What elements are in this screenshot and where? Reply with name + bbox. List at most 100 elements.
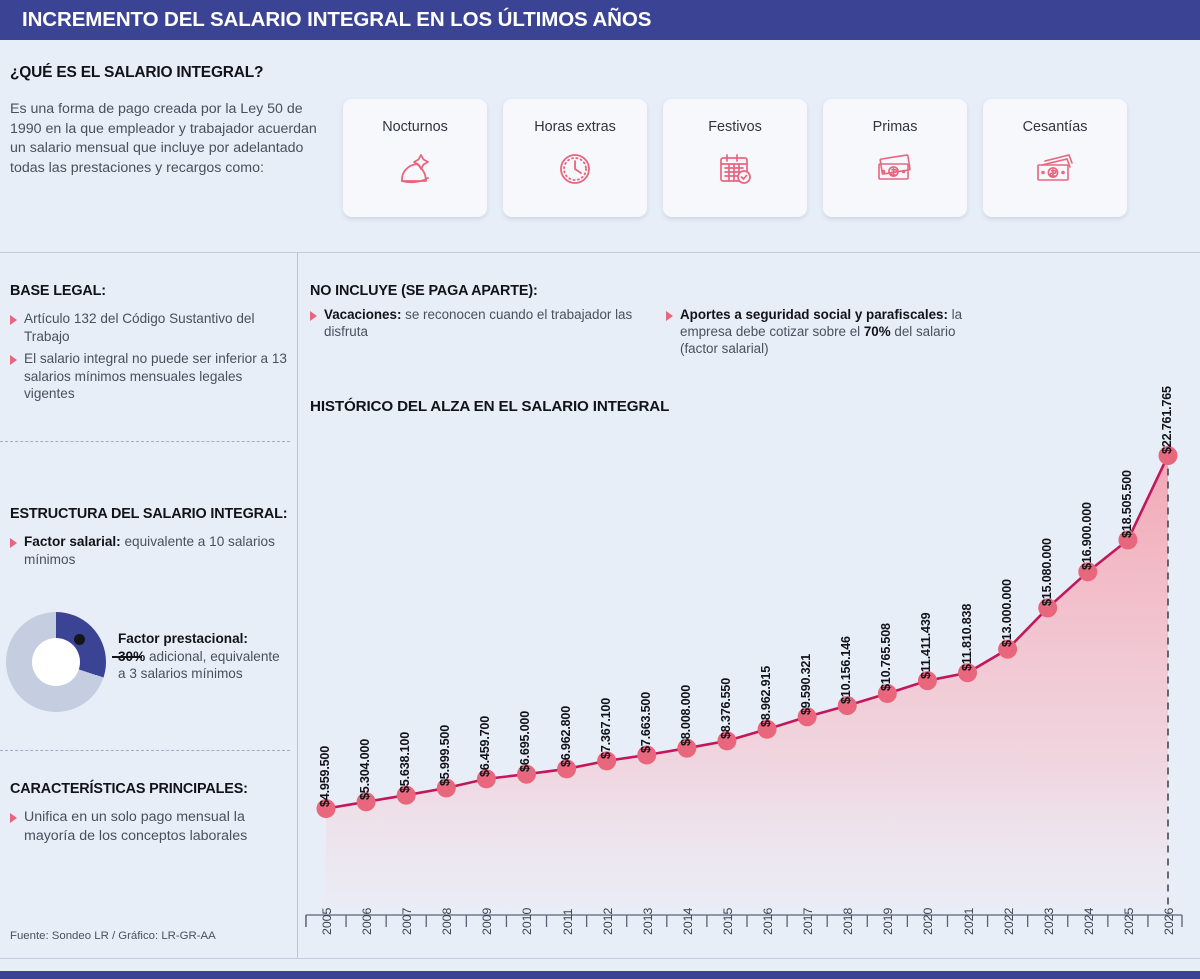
card-horas-extras[interactable]: Horas extras xyxy=(503,99,647,217)
list-item-text: Vacaciones: se reconocen cuando el traba… xyxy=(324,306,640,340)
chart-point-label: $8.008.000 xyxy=(678,685,693,747)
card-label: Cesantías xyxy=(1022,119,1088,135)
chart-axis-tick-label: 2026 xyxy=(1162,907,1176,935)
chart-point-label: $6.459.700 xyxy=(478,715,493,777)
donut-label-rest: adicional, equivalente a 3 salarios míni… xyxy=(118,648,280,682)
chart-point-label: $8.962.915 xyxy=(759,666,774,728)
list-item-rest-b: del salario (factor salarial) xyxy=(680,324,956,356)
bullet-list: Unifica en un solo pago mensual la mayor… xyxy=(10,808,290,845)
card-cesantias[interactable]: Cesantías xyxy=(983,99,1127,217)
clock-icon xyxy=(552,147,598,191)
chart-point-label: $4.959.500 xyxy=(318,745,332,807)
chart-point-label: $16.900.000 xyxy=(1079,501,1094,570)
list-item-text: Aportes a seguridad social y parafiscale… xyxy=(680,306,996,357)
card-festivos[interactable]: Festivos xyxy=(663,99,807,217)
footer-gap xyxy=(0,958,1200,971)
bullet-list: Factor salarial: equivalente a 10 salari… xyxy=(10,533,290,568)
page-title: INCREMENTO DEL SALARIO INTEGRAL EN LOS Ú… xyxy=(22,8,652,31)
no-incluye-columns: Vacaciones: se reconocen cuando el traba… xyxy=(310,306,1010,362)
chart-point-label: $22.761.765 xyxy=(1160,385,1174,454)
no-incluye-left: Vacaciones: se reconocen cuando el traba… xyxy=(310,306,640,362)
chart-point-label: $5.638.100 xyxy=(398,732,413,794)
list-item-text: Factor salarial: equivalente a 10 salari… xyxy=(24,533,290,568)
chart-point-label: $7.663.500 xyxy=(638,691,653,753)
sidebar-divider-1 xyxy=(0,441,290,442)
chart-point-label: $11.411.439 xyxy=(919,612,934,679)
card-label: Festivos xyxy=(708,119,762,135)
chart-point-label: $5.999.500 xyxy=(438,724,453,786)
chart-point-label: $7.367.100 xyxy=(598,697,613,759)
chart-axis-tick-label: 2009 xyxy=(480,907,495,935)
section-base-legal: BASE LEGAL: Artículo 132 del Código Sust… xyxy=(10,282,290,408)
intro-question: ¿QUÉ ES EL SALARIO INTEGRAL? xyxy=(10,64,264,81)
chart-axis-tick-label: 2010 xyxy=(520,907,535,935)
source-credit: Fuente: Sondeo LR / Gráfico: LR-GR-AA xyxy=(10,930,216,942)
chart-axis-tick-label: 2016 xyxy=(761,907,776,935)
moon-icon xyxy=(392,147,438,191)
list-item-text: Unifica en un solo pago mensual la mayor… xyxy=(24,809,248,844)
band-divider xyxy=(0,252,1200,253)
chart-point-label: $11.810.838 xyxy=(959,603,974,671)
chart-point-label: $9.590.321 xyxy=(799,653,814,715)
list-item-pct: 70% xyxy=(863,324,891,339)
card-primas[interactable]: Primas xyxy=(823,99,967,217)
card-label: Horas extras xyxy=(534,119,616,135)
chart-axis-tick-label: 2019 xyxy=(881,907,896,935)
list-item-lead: Aportes a seguridad social y parafiscale… xyxy=(680,307,948,322)
chart-point-label: $6.695.000 xyxy=(518,711,533,773)
triangle-bullet-icon xyxy=(10,315,17,325)
donut-marker-dot xyxy=(74,634,85,645)
triangle-bullet-icon xyxy=(310,311,317,321)
intro-body: Es una forma de pago creada por la Ley 5… xyxy=(10,101,317,176)
chart-axis-tick-label: 2015 xyxy=(720,907,735,935)
donut-leader-line xyxy=(112,656,142,658)
list-item: Vacaciones: se reconocen cuando el traba… xyxy=(310,306,640,340)
chart-point-label: $8.376.550 xyxy=(718,677,733,739)
chart-axis-tick-label: 2008 xyxy=(440,907,455,935)
chart-axis-tick-label: 2014 xyxy=(680,907,695,935)
triangle-bullet-icon xyxy=(10,538,17,548)
list-item: Aportes a seguridad social y parafiscale… xyxy=(666,306,996,357)
column-divider xyxy=(297,253,298,958)
section-caracteristicas: CARACTERÍSTICAS PRINCIPALES: Unifica en … xyxy=(10,780,290,850)
donut-label-lead: Factor prestacional: xyxy=(118,631,248,646)
chart-axis-tick-label: 2023 xyxy=(1041,907,1056,935)
intro-text-column: ¿QUÉ ES EL SALARIO INTEGRAL? Es una form… xyxy=(10,64,335,178)
list-item-lead: Vacaciones: xyxy=(324,307,402,322)
chart-point-label: $10.765.508 xyxy=(879,623,894,692)
chart-point-label: $13.000.000 xyxy=(999,579,1014,648)
list-item: El salario integral no puede ser inferio… xyxy=(10,350,290,403)
calendar-check-icon xyxy=(712,147,758,191)
donut-chart xyxy=(6,612,106,712)
footer-bar xyxy=(0,971,1200,979)
list-item-rest-a: la empresa debe cotizar sobre el xyxy=(680,307,963,339)
chart-axis-tick-label: 2011 xyxy=(560,908,575,935)
chart-axis-tick-label: 2012 xyxy=(600,907,615,935)
chart-title: HISTÓRICO DEL ALZA EN EL SALARIO INTEGRA… xyxy=(310,398,670,415)
card-nocturnos[interactable]: Nocturnos xyxy=(343,99,487,217)
banknotes-icon xyxy=(872,147,918,191)
chart-axis-tick-label: 2007 xyxy=(400,907,415,935)
triangle-bullet-icon xyxy=(10,813,17,823)
section-title: BASE LEGAL: xyxy=(10,283,106,299)
chart-point-label: $10.156.146 xyxy=(839,635,854,704)
chart-axis-tick-label: 2022 xyxy=(1001,907,1016,935)
list-item-rest: equivalente a 10 salarios mínimos xyxy=(24,534,275,567)
no-incluye-right: Aportes a seguridad social y parafiscale… xyxy=(666,306,996,362)
section-title: CARACTERÍSTICAS PRINCIPALES: xyxy=(10,781,248,797)
bullet-list: Artículo 132 del Código Sustantivo del T… xyxy=(10,310,290,403)
no-incluye-title: NO INCLUYE (SE PAGA APARTE): xyxy=(310,283,538,299)
list-item: Unifica en un solo pago mensual la mayor… xyxy=(10,808,290,845)
donut-chart-block: Factor prestacional: 30% adicional, equi… xyxy=(6,612,286,712)
list-item: Factor salarial: equivalente a 10 salari… xyxy=(10,533,290,568)
sidebar-divider-2 xyxy=(0,750,290,751)
chart-svg xyxy=(305,446,1183,927)
concept-cards: Nocturnos Horas extras xyxy=(343,99,1127,217)
card-label: Primas xyxy=(872,119,918,135)
triangle-bullet-icon xyxy=(666,311,673,321)
list-item-lead: Factor salarial: xyxy=(24,534,121,549)
chart-axis-tick-label: 2021 xyxy=(961,907,976,935)
chart-point-label: $5.304.000 xyxy=(358,738,373,800)
header-bar: INCREMENTO DEL SALARIO INTEGRAL EN LOS Ú… xyxy=(0,0,1200,40)
